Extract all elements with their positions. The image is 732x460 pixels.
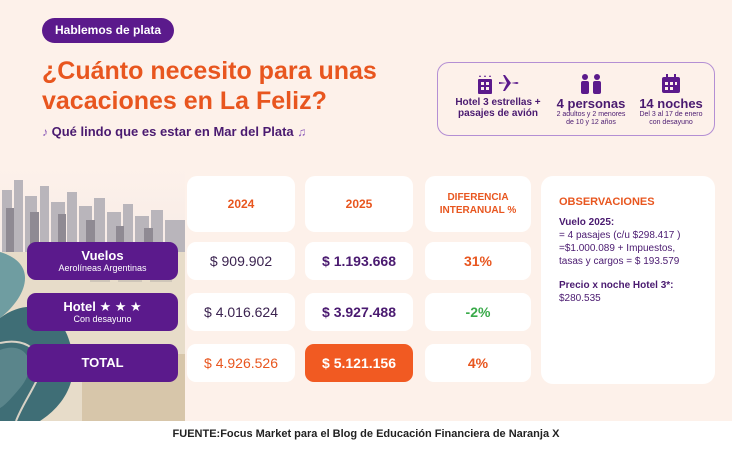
trip-info-box: Hotel 3 estrellas + pasajes de avión 4 p… [437,62,715,136]
header-diff-line2: INTERANUAL % [439,205,517,216]
observations-panel: OBSERVACIONES Vuelo 2025: = 4 pasajes (c… [541,176,715,384]
observations-heading: OBSERVACIONES [559,196,655,208]
family-icon [550,71,632,97]
info-nights-line2: con desayuno [649,119,693,126]
info-people-line2: de 10 y 12 años [566,119,616,126]
header-diff-line1: DIFERENCIA [447,192,509,203]
observations-flight-line: = 4 pasajes (c/u $298.417 ) [559,230,681,241]
info-nights: 14 noches Del 3 al 17 de enero con desay… [632,71,710,127]
total-diff: 4% [425,344,531,382]
total-2024: $ 4.926.526 [187,344,295,382]
section-badge: Hablemos de plata [42,18,175,43]
info-hotel-line2: pasajes de avión [457,108,539,119]
row-label-vuelos: Vuelos Aerolíneas Argentinas [27,242,178,280]
hotel-2024: $ 4.016.624 [187,293,295,331]
subtitle-text: Qué lindo que es estar en Mar del Plata [51,124,294,139]
music-notes-icon: ♫ [297,125,307,139]
header-diff: DIFERENCIA INTERANUAL % [425,176,531,232]
row-hotel-subtitle: Con desayuno [73,313,132,324]
header-2024: 2024 [187,176,295,232]
info-nights-title: 14 noches [639,96,703,111]
row-vuelos-title: Vuelos [81,247,124,263]
calendar-icon [632,71,710,97]
row-label-total: TOTAL [27,344,178,382]
total-2025: $ 5.121.156 [305,344,413,382]
info-hotel-line1: Hotel 3 estrellas + [455,97,541,108]
row-vuelos-subtitle: Aerolíneas Argentinas [58,262,147,273]
info-nights-line1: Del 3 al 17 de enero [639,111,703,118]
vuelos-diff: 31% [425,242,531,280]
vuelos-2024: $ 909.902 [187,242,295,280]
observations-flight-line: tasas y cargos = $ 193.579 [559,256,680,267]
music-note-icon: ♪ [42,125,48,139]
observations-flight-title: Vuelo 2025: [559,217,615,228]
info-people: 4 personas 2 adultos y 2 menores de 10 y… [550,71,632,127]
page-title: ¿Cuánto necesito para unas vacaciones en… [42,57,377,115]
row-hotel-title: Hotel ★ ★ ★ [63,298,142,314]
infographic-card: Hablemos de plata ¿Cuánto necesito para … [0,0,732,421]
info-people-line1: 2 adultos y 2 menores [556,111,626,118]
subtitle: ♪ Qué lindo que es estar en Mar del Plat… [42,124,306,139]
hotel-2025: $ 3.927.488 [305,293,413,331]
info-hotel: Hotel 3 estrellas + pasajes de avión [446,71,550,119]
observations-hotel-value: $280.535 [559,293,601,304]
row-label-hotel: Hotel ★ ★ ★ Con desayuno [27,293,178,331]
observations-flight-line: =$1.000.089 + Impuestos, [559,243,676,254]
observations-hotel-title: Precio x noche Hotel 3*: [559,280,674,291]
hotel-diff: -2% [425,293,531,331]
source-caption: FUENTE:Focus Market para el Blog de Educ… [172,428,560,440]
hotel-plane-icon [446,71,550,97]
vuelos-2025: $ 1.193.668 [305,242,413,280]
row-total-title: TOTAL [81,355,124,370]
info-people-title: 4 personas [556,96,626,111]
header-2025: 2025 [305,176,413,232]
